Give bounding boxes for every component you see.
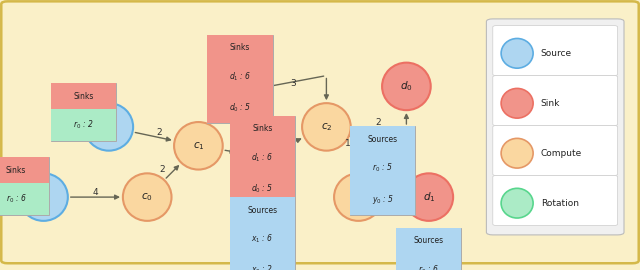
- Ellipse shape: [334, 173, 383, 221]
- Text: Compute: Compute: [541, 149, 582, 158]
- FancyBboxPatch shape: [350, 152, 415, 184]
- Text: $d_{0}$ : 5: $d_{0}$ : 5: [229, 101, 251, 114]
- Text: $r_{0}$ : 6: $r_{0}$ : 6: [6, 193, 26, 205]
- Text: $r_{0}$: $r_{0}$: [257, 150, 268, 163]
- Text: $x_{1}$: $x_{1}$: [37, 191, 50, 203]
- FancyBboxPatch shape: [493, 126, 618, 176]
- Text: $d_{1}$ : 6: $d_{1}$ : 6: [251, 151, 274, 164]
- Text: $y_{0}$: $y_{0}$: [234, 70, 246, 82]
- Text: Sinks: Sinks: [252, 124, 273, 133]
- Text: 3: 3: [283, 134, 289, 143]
- FancyBboxPatch shape: [207, 35, 273, 61]
- FancyBboxPatch shape: [230, 254, 295, 270]
- Text: $c_{0}$: $c_{0}$: [141, 191, 153, 203]
- FancyBboxPatch shape: [51, 109, 116, 141]
- Text: Sinks: Sinks: [6, 166, 26, 175]
- Ellipse shape: [501, 38, 533, 68]
- Ellipse shape: [123, 173, 172, 221]
- Text: Sink: Sink: [541, 99, 560, 108]
- FancyBboxPatch shape: [230, 197, 295, 224]
- Ellipse shape: [501, 188, 533, 218]
- FancyBboxPatch shape: [350, 126, 415, 153]
- FancyBboxPatch shape: [396, 253, 461, 270]
- FancyBboxPatch shape: [207, 91, 273, 123]
- Text: 3: 3: [291, 79, 296, 87]
- Text: $d_{1}$: $d_{1}$: [422, 190, 435, 204]
- Text: $y_{0}$ : 5: $y_{0}$ : 5: [372, 193, 394, 206]
- FancyBboxPatch shape: [493, 176, 618, 225]
- Text: $x_{1}$ : 6: $x_{1}$ : 6: [252, 232, 273, 245]
- Text: $d_{0}$ : 5: $d_{0}$ : 5: [252, 182, 273, 195]
- Text: $r_{0}$ : 5: $r_{0}$ : 5: [372, 162, 393, 174]
- FancyBboxPatch shape: [51, 83, 116, 141]
- FancyBboxPatch shape: [493, 76, 618, 126]
- FancyBboxPatch shape: [396, 228, 461, 254]
- FancyBboxPatch shape: [396, 228, 461, 270]
- Text: Sources: Sources: [413, 237, 444, 245]
- Text: 0: 0: [232, 142, 237, 151]
- Text: Rotation: Rotation: [541, 199, 579, 208]
- Text: 2: 2: [376, 117, 381, 127]
- Ellipse shape: [302, 103, 351, 151]
- Text: $c_{1}$: $c_{1}$: [193, 140, 204, 152]
- FancyBboxPatch shape: [1, 1, 639, 263]
- Text: $c_{3}$: $c_{3}$: [353, 191, 364, 203]
- Ellipse shape: [84, 103, 133, 151]
- Text: $r_{0}$ : 6: $r_{0}$ : 6: [419, 263, 439, 270]
- FancyBboxPatch shape: [207, 60, 273, 92]
- FancyBboxPatch shape: [230, 141, 295, 173]
- Text: Source: Source: [541, 49, 572, 58]
- FancyBboxPatch shape: [230, 197, 295, 270]
- FancyBboxPatch shape: [0, 157, 49, 184]
- Text: 2: 2: [156, 127, 161, 137]
- Text: $d_{0}$: $d_{0}$: [400, 79, 413, 93]
- Ellipse shape: [174, 122, 223, 170]
- Ellipse shape: [19, 173, 68, 221]
- FancyBboxPatch shape: [0, 183, 49, 215]
- Text: $x_{0}$: $x_{0}$: [102, 121, 115, 133]
- FancyBboxPatch shape: [350, 183, 415, 215]
- FancyBboxPatch shape: [230, 223, 295, 255]
- Text: 4: 4: [93, 188, 98, 197]
- Text: $d_{1}$ : 6: $d_{1}$ : 6: [228, 70, 252, 83]
- Ellipse shape: [501, 88, 533, 118]
- FancyBboxPatch shape: [230, 116, 295, 142]
- Ellipse shape: [382, 63, 431, 110]
- FancyBboxPatch shape: [230, 172, 295, 204]
- Ellipse shape: [216, 52, 264, 99]
- FancyBboxPatch shape: [493, 26, 618, 76]
- FancyBboxPatch shape: [486, 19, 624, 235]
- FancyBboxPatch shape: [230, 116, 295, 204]
- Text: 2: 2: [391, 188, 396, 197]
- Text: 2: 2: [159, 165, 165, 174]
- FancyBboxPatch shape: [0, 157, 49, 215]
- Ellipse shape: [404, 173, 453, 221]
- Text: Sinks: Sinks: [230, 43, 250, 52]
- Text: 1: 1: [344, 139, 350, 148]
- Text: $x_{0}$ : 2: $x_{0}$ : 2: [252, 264, 273, 270]
- FancyBboxPatch shape: [350, 126, 415, 215]
- Text: $r_{0}$ : 2: $r_{0}$ : 2: [73, 119, 93, 131]
- Text: Sources: Sources: [367, 135, 398, 144]
- Text: Sinks: Sinks: [73, 92, 93, 101]
- FancyBboxPatch shape: [207, 35, 273, 123]
- FancyBboxPatch shape: [51, 83, 116, 110]
- Ellipse shape: [501, 138, 533, 168]
- Text: $c_{2}$: $c_{2}$: [321, 121, 332, 133]
- Text: Sources: Sources: [247, 206, 278, 215]
- Ellipse shape: [238, 133, 287, 180]
